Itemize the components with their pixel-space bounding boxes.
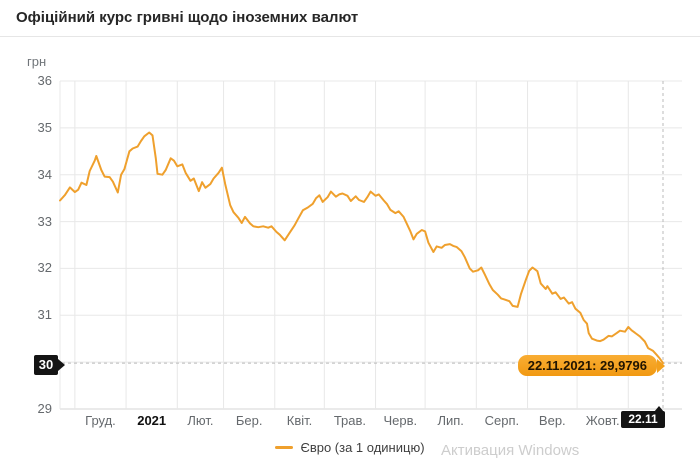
y-tick-label: 32: [37, 260, 52, 276]
crosshair-y-badge-label: 30: [38, 357, 54, 372]
x-tick-label: Лют.: [187, 413, 214, 428]
x-tick-label: Груд.: [85, 413, 116, 428]
header-divider: [0, 36, 700, 37]
windows-activation-watermark: Активация Windows: [441, 442, 580, 459]
crosshair-x-badge-pointer: [654, 406, 664, 412]
page-title: Офіційний курс гривні щодо іноземних вал…: [16, 9, 359, 26]
legend-item-label: Євро (за 1 одиницю): [300, 440, 425, 455]
x-tick-label: Квіт.: [286, 413, 313, 428]
x-tick-label: Трав.: [333, 413, 367, 428]
chart-tooltip: 22.11.2021: 29,9796: [517, 355, 665, 376]
crosshair-x-badge-label: 22.11: [628, 412, 658, 426]
y-tick-label: 36: [37, 73, 52, 88]
legend-line-swatch: [275, 446, 294, 449]
chart-tooltip-pointer: [657, 359, 665, 373]
crosshair-y-badge-pointer: [58, 359, 65, 371]
x-tick-label: Жовт.: [585, 413, 620, 428]
x-tick-label: 2021: [137, 413, 167, 428]
crosshair-x-badge: 22.11: [621, 406, 665, 428]
y-tick-label: 31: [37, 307, 52, 323]
x-tick-label: Бер.: [235, 413, 263, 428]
y-tick-label: 29: [37, 401, 52, 416]
x-tick-label: Черв.: [383, 413, 418, 428]
y-axis-unit-label: грн: [27, 54, 47, 69]
y-tick-label: 33: [37, 213, 52, 229]
y-tick-label: 35: [37, 119, 52, 135]
chart-tooltip-text: 22.11.2021: 29,9796: [527, 358, 647, 373]
legend-item-euro[interactable]: Євро (за 1 одиницю): [275, 440, 425, 455]
x-tick-label: Серп.: [484, 413, 520, 428]
series-line-euro[interactable]: [59, 131, 664, 365]
crosshair-y-badge: 30: [34, 355, 65, 375]
y-tick-label: 34: [37, 166, 52, 182]
x-tick-label: Лип.: [437, 413, 464, 428]
x-tick-label: Вер.: [538, 413, 566, 428]
chart-legend: Євро (за 1 одиницю): [0, 440, 700, 455]
